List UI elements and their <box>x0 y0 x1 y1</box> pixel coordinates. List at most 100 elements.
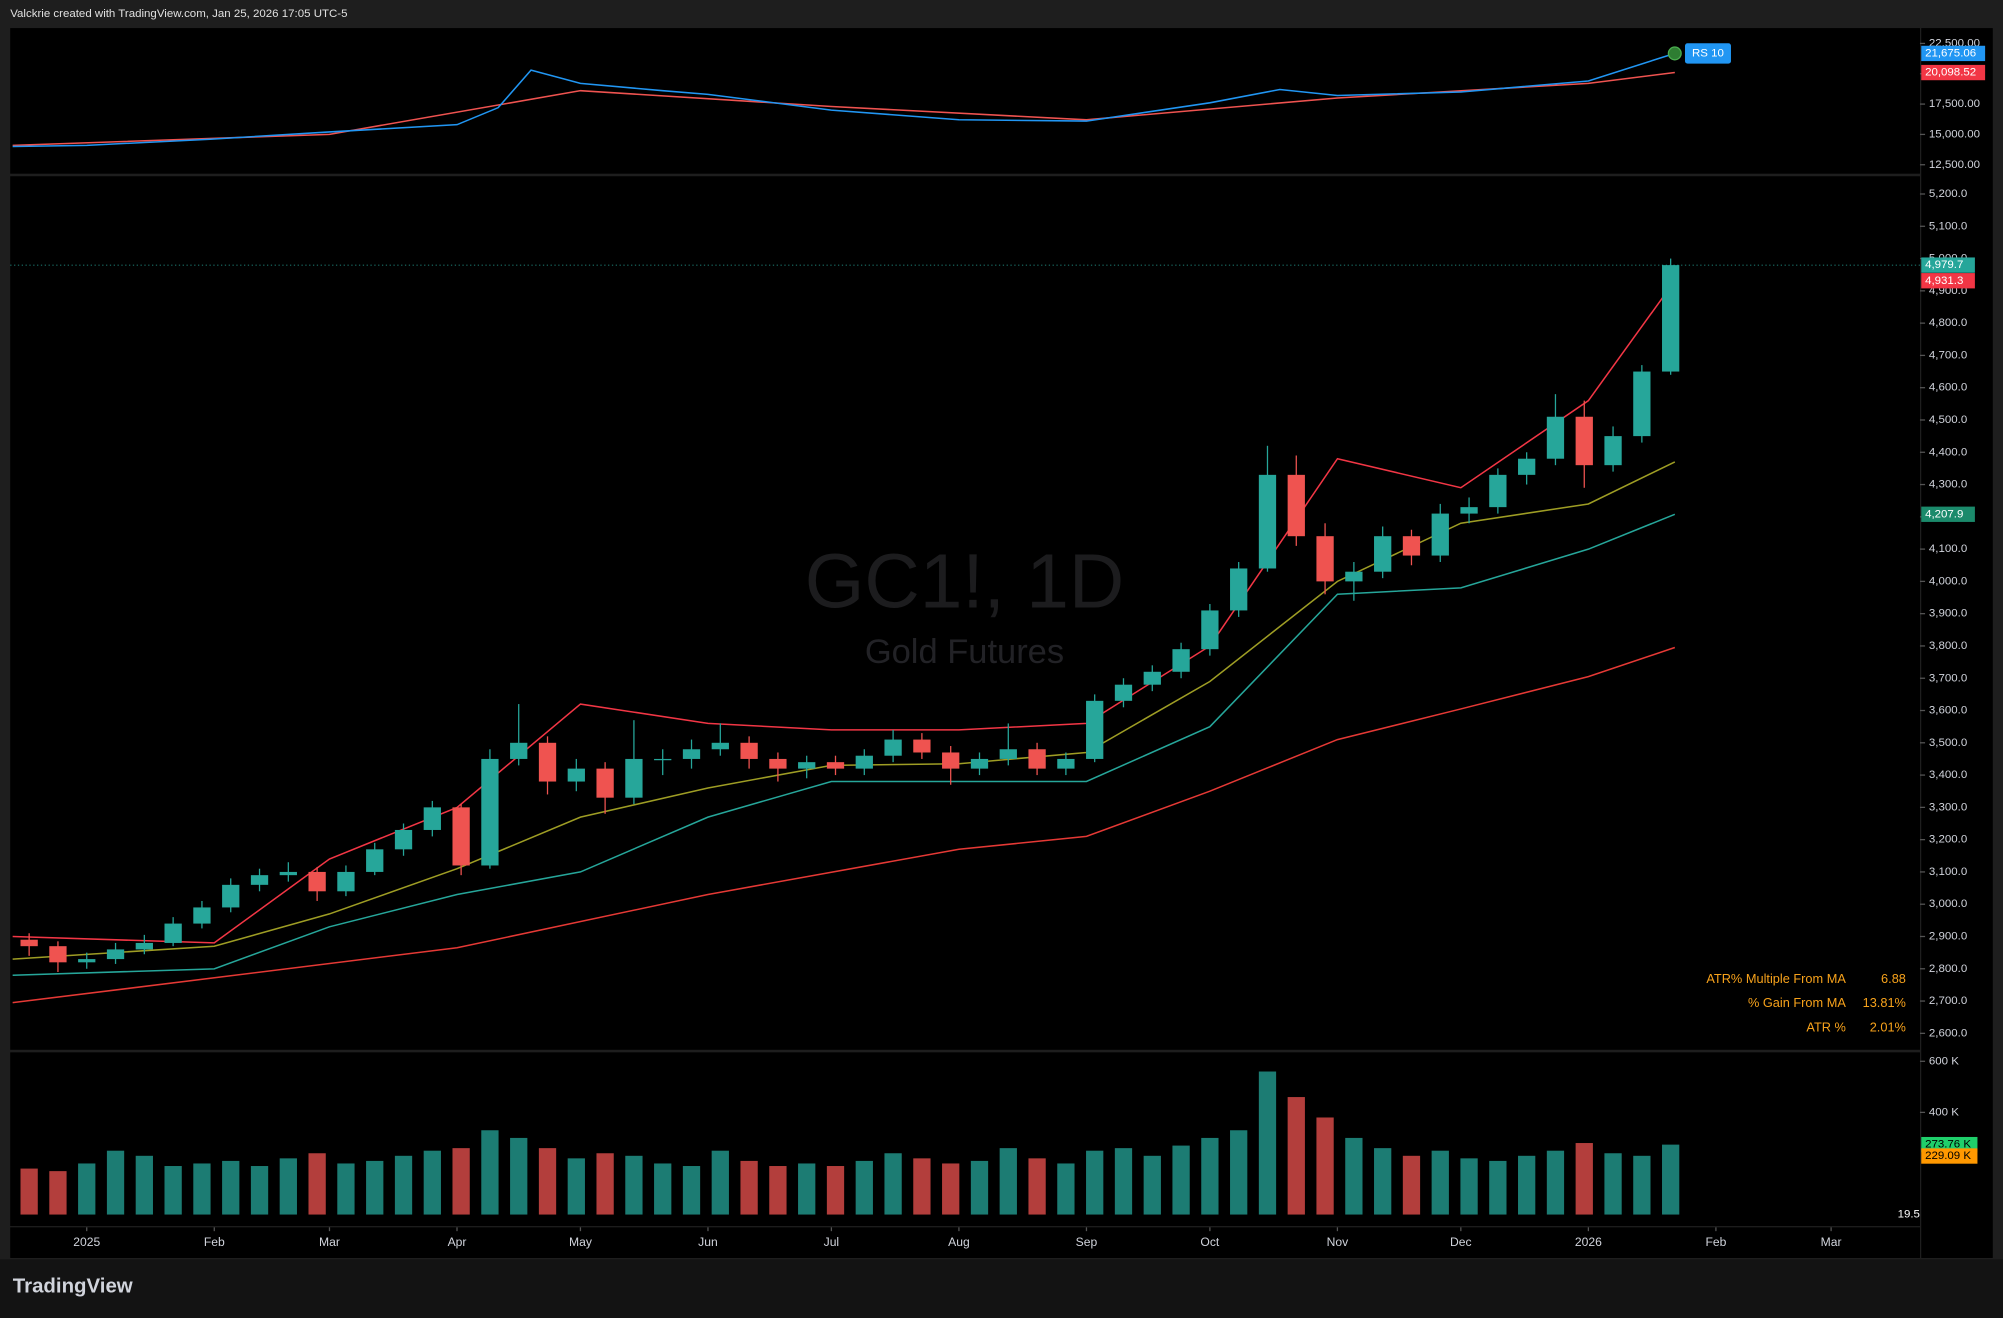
candle-body <box>106 949 125 960</box>
x-tick-label: Feb <box>204 1235 225 1249</box>
volume-bar <box>654 1163 672 1215</box>
volume-bar <box>538 1148 557 1215</box>
volume-bar <box>337 1163 355 1215</box>
price-label: 4,207.9 <box>1925 508 1963 520</box>
volume-bar <box>1086 1150 1104 1215</box>
candle-body <box>1230 568 1248 611</box>
table-value: 13.81% <box>1863 995 1906 1010</box>
table-value: 6.88 <box>1881 971 1906 986</box>
volume-bar <box>366 1160 384 1215</box>
volume-bar <box>798 1163 816 1215</box>
candle-body <box>481 758 499 866</box>
x-tick-label: Feb <box>1705 1235 1726 1249</box>
candle-body <box>913 739 931 753</box>
candle-body <box>1575 416 1593 466</box>
candle-body <box>1431 513 1449 556</box>
volume-bar <box>1287 1097 1305 1215</box>
volume-bar <box>596 1153 614 1215</box>
candle-body <box>366 849 384 872</box>
table-label: ATR % <box>1806 1019 1845 1034</box>
candle-body <box>538 742 557 782</box>
y-tick-label: 3,100.0 <box>1929 866 1967 878</box>
y-tick-label: 2,600.0 <box>1929 1027 1967 1039</box>
rs-ma-line <box>12 71 1675 147</box>
price-label: 4,931.3 <box>1925 275 1963 287</box>
rs-panel <box>10 28 1920 174</box>
candle-body <box>164 923 182 943</box>
volume-bar <box>826 1166 845 1215</box>
x-tick-label: 2025 <box>73 1235 100 1249</box>
volume-bar <box>769 1166 787 1215</box>
candle-body <box>1057 758 1075 769</box>
volume-bar <box>394 1155 413 1215</box>
volume-bar <box>164 1166 182 1215</box>
table-label: ATR% Multiple From MA <box>1706 971 1846 986</box>
volume-label: 273.76 K <box>1925 1139 1971 1151</box>
time-axis <box>10 1227 1920 1258</box>
x-tick-label: Aug <box>948 1235 970 1249</box>
candle-body <box>423 807 441 830</box>
volume-bar <box>78 1163 96 1215</box>
candle-body <box>769 758 787 769</box>
volume-bar <box>682 1166 701 1215</box>
candle-body <box>1172 649 1190 672</box>
y-tick-label: 4,900.0 <box>1929 285 1967 297</box>
volume-bar <box>49 1171 67 1215</box>
volume-bar <box>481 1130 499 1215</box>
candle-body <box>625 758 643 798</box>
x-tick-label: Jun <box>698 1235 718 1249</box>
candle-body <box>1201 610 1219 650</box>
price-label-bg <box>1921 506 1975 522</box>
y-tick-label: 5,200.0 <box>1929 188 1967 200</box>
volume-bar <box>1374 1148 1392 1215</box>
candle-body <box>1662 265 1680 372</box>
x-tick-label: Dec <box>1450 1235 1472 1249</box>
rs-tick-label: 17,500.00 <box>1929 98 1980 110</box>
y-tick-label: 3,500.0 <box>1929 737 1967 749</box>
y-tick-label: 4,500.0 <box>1929 414 1967 426</box>
volume-bar <box>308 1153 326 1215</box>
indicator-line <box>12 646 1676 1004</box>
candle-body <box>711 742 729 750</box>
volume-bar <box>1201 1137 1219 1215</box>
volume-bar <box>740 1160 758 1215</box>
x-tick-label: Nov <box>1327 1235 1350 1249</box>
volume-bar <box>711 1150 729 1215</box>
price-label-bg <box>1921 257 1975 273</box>
volume-bar <box>1028 1158 1046 1215</box>
volume-bar <box>135 1155 153 1215</box>
candle-body <box>222 884 240 908</box>
volume-bar <box>942 1163 960 1215</box>
volume-bar <box>884 1153 902 1215</box>
candle-body <box>1402 536 1421 556</box>
volume-bar <box>567 1158 585 1215</box>
candle-body <box>78 959 96 963</box>
candle-body <box>826 762 845 769</box>
candle-body <box>337 871 355 892</box>
y-tick-label: 5,100.0 <box>1929 220 1967 232</box>
y-tick-label: 3,900.0 <box>1929 608 1967 620</box>
candle-body <box>510 742 528 759</box>
candle-body <box>596 768 614 798</box>
y-tick-label: 3,700.0 <box>1929 672 1967 684</box>
volume-bar <box>1662 1144 1680 1215</box>
rs-line <box>12 52 1676 148</box>
price-axis <box>1921 28 1993 1258</box>
y-tick-label: 2,700.0 <box>1929 995 1967 1007</box>
candle-body <box>1604 436 1622 466</box>
volume-bar <box>1431 1150 1449 1215</box>
footer-bar <box>0 1259 2003 1318</box>
table-value: 2.01% <box>1870 1019 1906 1034</box>
candle-body <box>308 871 326 892</box>
candle-body <box>1143 671 1161 685</box>
candle-body <box>1114 684 1133 701</box>
candle-body <box>970 758 989 769</box>
candle-body <box>1518 458 1536 475</box>
volume-bar <box>193 1163 211 1215</box>
candle-body <box>1287 474 1305 537</box>
volume-bar <box>1230 1130 1248 1215</box>
volume-bar <box>625 1155 643 1215</box>
y-tick-label: 3,400.0 <box>1929 769 1967 781</box>
indicator-line <box>12 513 1676 976</box>
y-tick-label: 3,800.0 <box>1929 640 1967 652</box>
